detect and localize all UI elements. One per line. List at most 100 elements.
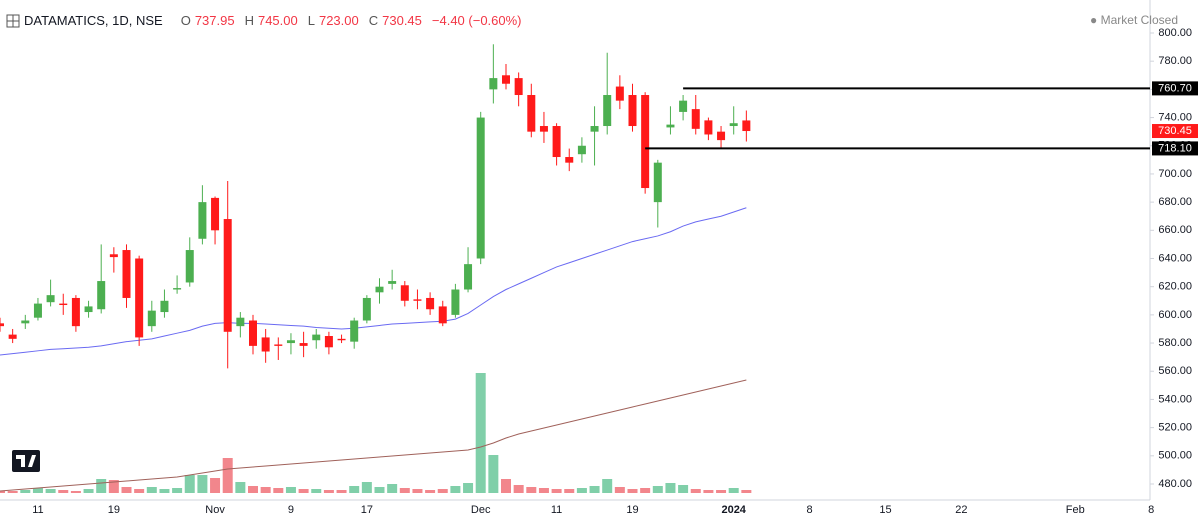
candle-body bbox=[476, 117, 485, 259]
volume-bar bbox=[146, 487, 157, 493]
close-label: C bbox=[368, 13, 379, 28]
candle-body bbox=[375, 286, 384, 293]
volume-bar bbox=[108, 480, 119, 493]
volume-bar bbox=[399, 488, 410, 493]
volume-bar bbox=[83, 489, 94, 493]
volume-bar bbox=[222, 458, 233, 493]
volume-bar bbox=[361, 482, 372, 493]
volume-bar bbox=[640, 488, 651, 493]
volume-bar bbox=[665, 483, 676, 493]
volume-bar bbox=[538, 488, 549, 493]
candle-body bbox=[615, 86, 624, 101]
volume-bar bbox=[463, 483, 474, 493]
y-tick-label: 800.00 bbox=[1158, 27, 1192, 39]
candle-body bbox=[438, 306, 447, 324]
candle-body bbox=[249, 320, 257, 346]
x-tick-label: 19 bbox=[626, 504, 638, 516]
candle-body bbox=[426, 297, 435, 310]
volume-bar bbox=[602, 479, 613, 493]
candle-body bbox=[489, 78, 498, 90]
price-ma-line bbox=[0, 207, 747, 356]
candle-body bbox=[577, 145, 586, 155]
candle-body bbox=[502, 75, 510, 84]
y-tick-label: 740.00 bbox=[1158, 111, 1192, 123]
candle-body bbox=[717, 131, 726, 141]
volume-bar bbox=[210, 478, 221, 493]
y-tick-label: 640.00 bbox=[1158, 252, 1192, 264]
candle-body bbox=[679, 100, 688, 112]
volume-bar bbox=[488, 455, 499, 493]
candle-body bbox=[641, 95, 650, 189]
price-line-label-bg bbox=[1152, 81, 1198, 96]
volume-bar bbox=[7, 491, 18, 493]
x-tick-label: 22 bbox=[955, 504, 967, 516]
volume-bar bbox=[58, 490, 69, 493]
candle-body bbox=[337, 338, 346, 341]
candle-body bbox=[742, 120, 751, 132]
volume-bar bbox=[159, 489, 170, 493]
volume-bar bbox=[690, 489, 701, 493]
candle-body bbox=[59, 303, 68, 306]
candle-body bbox=[122, 250, 131, 298]
volume-bar bbox=[134, 489, 145, 493]
volume-bar bbox=[526, 487, 537, 493]
candle-body bbox=[147, 310, 156, 327]
x-tick-label: 8 bbox=[1148, 504, 1154, 516]
market-status-text: Market Closed bbox=[1100, 13, 1178, 27]
x-tick-label: 19 bbox=[108, 504, 120, 516]
volume-bar bbox=[121, 487, 132, 493]
volume-bar bbox=[652, 486, 663, 493]
volume-bar bbox=[387, 484, 398, 493]
candle-body bbox=[590, 126, 599, 132]
candle-body bbox=[565, 157, 574, 163]
volume-bar bbox=[513, 485, 524, 493]
change-value: −4.40 (−0.60%) bbox=[431, 13, 522, 28]
candle-body bbox=[211, 197, 220, 231]
volume-bar bbox=[703, 490, 714, 493]
open-label: O bbox=[180, 13, 191, 28]
x-tick-label: Dec bbox=[471, 504, 491, 516]
candle-body bbox=[324, 336, 333, 348]
y-tick-label: 560.00 bbox=[1158, 365, 1192, 377]
volume-bar bbox=[437, 489, 448, 493]
x-tick-label: 11 bbox=[551, 504, 562, 516]
y-tick-label: 620.00 bbox=[1158, 281, 1192, 293]
candle-body bbox=[729, 123, 738, 127]
candle-body bbox=[84, 306, 93, 313]
volume-bar bbox=[235, 482, 246, 493]
last-price-label: 730.45 bbox=[1158, 125, 1192, 137]
candle-body bbox=[514, 78, 523, 96]
x-tick-label: Feb bbox=[1066, 504, 1085, 516]
candle-body bbox=[286, 340, 295, 344]
volume-bar bbox=[184, 475, 195, 493]
volume-bar bbox=[627, 489, 638, 493]
open-value: 737.95 bbox=[194, 13, 235, 28]
candle-body bbox=[312, 334, 321, 341]
candle-body bbox=[464, 264, 473, 290]
volume-bar bbox=[475, 373, 486, 493]
volume-bar bbox=[614, 487, 625, 493]
volume-bar bbox=[412, 489, 423, 493]
candle-body bbox=[451, 289, 460, 315]
volume-ma-line bbox=[0, 379, 747, 492]
candle-body bbox=[691, 109, 700, 129]
candle-body bbox=[704, 120, 713, 135]
candle-body bbox=[261, 337, 270, 352]
candle-body bbox=[400, 285, 409, 301]
market-status: ● Market Closed bbox=[1090, 13, 1178, 27]
volume-bar bbox=[374, 487, 385, 493]
y-tick-label: 680.00 bbox=[1158, 196, 1192, 208]
last-price-bg bbox=[1152, 124, 1198, 139]
y-tick-label: 500.00 bbox=[1158, 450, 1192, 462]
close-value: 730.45 bbox=[382, 13, 422, 28]
volume-bar bbox=[311, 489, 322, 493]
volume-bar bbox=[678, 485, 689, 493]
volume-bar bbox=[0, 491, 5, 493]
candle-body bbox=[274, 344, 283, 346]
volume-bar bbox=[197, 475, 208, 493]
volume-bar bbox=[336, 490, 347, 493]
volume-bar bbox=[260, 487, 271, 493]
candle-body bbox=[413, 299, 422, 301]
